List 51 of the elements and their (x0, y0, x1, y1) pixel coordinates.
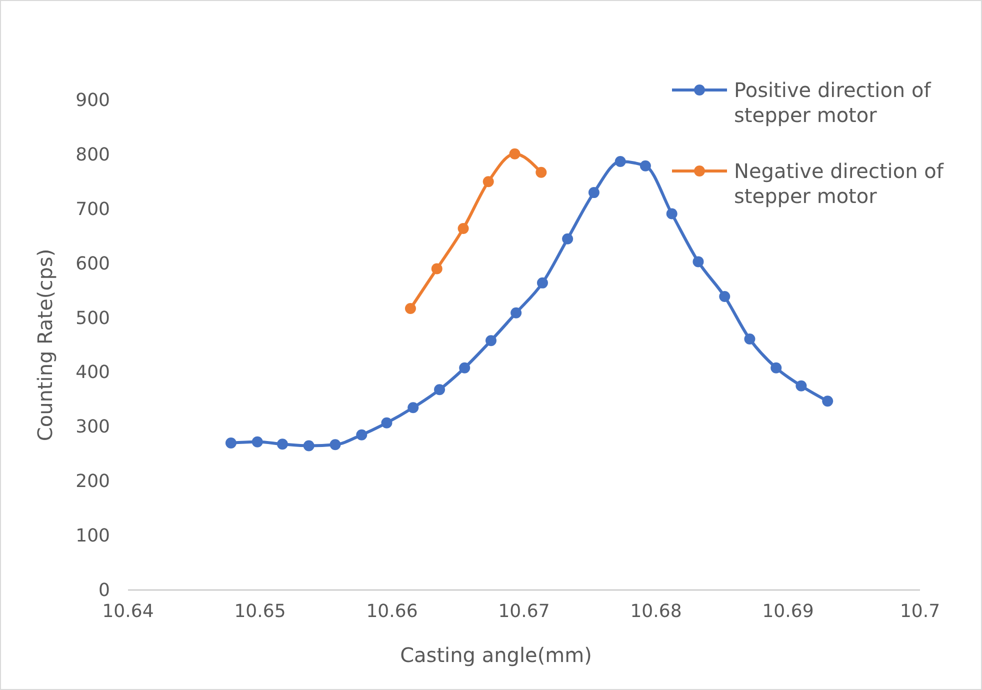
point (692, 256, 704, 268)
y-tick-label: 200 (76, 471, 110, 492)
point (614, 156, 626, 168)
point (536, 166, 547, 178)
point (356, 429, 368, 440)
x-tick-label: 10.64 (102, 601, 154, 622)
point (588, 187, 600, 198)
y-tick-label: 100 (76, 526, 110, 547)
y-tick-label: 600 (76, 253, 110, 274)
y-tick-label: 300 (76, 416, 110, 438)
point (276, 438, 288, 450)
point (482, 176, 494, 188)
point (486, 335, 496, 346)
y-tick-label: 500 (76, 308, 110, 329)
point (459, 362, 470, 374)
point (225, 438, 236, 448)
point (719, 291, 730, 302)
legend-label: Positive direction of stepper motor (734, 78, 932, 127)
x-tick-label: 10.65 (234, 601, 286, 622)
point (744, 334, 756, 345)
x-tick-label: 10.68 (630, 601, 682, 622)
point (434, 384, 446, 396)
point (536, 277, 548, 288)
point (666, 208, 678, 220)
point (509, 148, 520, 160)
x-tick-label: 10.67 (498, 601, 550, 622)
y-axis-title: Counting Rate(cps) (33, 248, 57, 442)
y-tick-label: 700 (76, 198, 110, 220)
point (330, 439, 341, 450)
point (458, 222, 469, 234)
point (303, 440, 314, 452)
point (822, 396, 834, 407)
x-tick-label: 10.69 (762, 601, 814, 622)
point (796, 380, 807, 392)
x-axis-title: Casting angle(mm) (400, 643, 592, 667)
y-tick-label: 900 (76, 90, 110, 111)
point (510, 307, 522, 318)
point (408, 402, 419, 414)
point (562, 233, 574, 244)
x-tick-label: 10.66 (366, 601, 418, 622)
point (404, 303, 416, 314)
point (431, 263, 442, 274)
point (381, 417, 392, 428)
point (252, 436, 263, 448)
y-tick-label: 0 (98, 580, 110, 601)
x-tick-label: 10.7 (900, 601, 940, 622)
y-tick-label: 800 (76, 144, 110, 166)
y-tick-label: 400 (76, 362, 110, 384)
point (640, 160, 651, 172)
point (770, 362, 782, 374)
legend-label: Negative direction of stepper motor (734, 159, 944, 208)
